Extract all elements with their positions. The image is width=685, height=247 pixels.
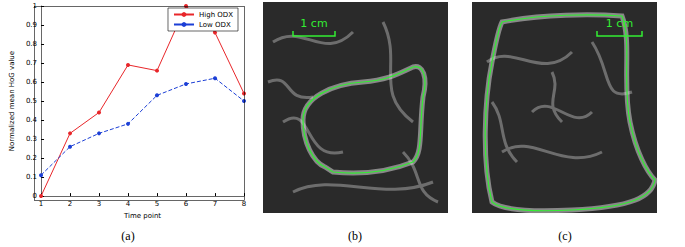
- svg-text:Normalized mean HoG value: Normalized mean HoG value: [8, 51, 16, 151]
- svg-text:0.8: 0.8: [26, 40, 37, 48]
- svg-text:7: 7: [212, 199, 218, 208]
- svg-text:0.2: 0.2: [26, 154, 37, 162]
- svg-text:High ODX: High ODX: [199, 11, 233, 19]
- svg-text:Time point: Time point: [123, 212, 161, 220]
- svg-text:Low ODX: Low ODX: [199, 21, 231, 29]
- svg-text:0.3: 0.3: [26, 135, 37, 143]
- svg-text:1: 1: [38, 199, 44, 208]
- svg-text:0.7: 0.7: [26, 59, 37, 67]
- svg-text:0.9: 0.9: [26, 21, 37, 29]
- svg-text:1 cm: 1 cm: [606, 17, 633, 30]
- svg-text:4: 4: [125, 199, 131, 208]
- svg-text:0.6: 0.6: [26, 78, 38, 86]
- svg-text:(b): (b): [348, 229, 362, 243]
- svg-text:0.5: 0.5: [26, 97, 37, 105]
- svg-text:5: 5: [154, 199, 160, 208]
- svg-text:(a): (a): [121, 229, 134, 243]
- svg-text:0: 0: [32, 192, 37, 201]
- svg-text:0.1: 0.1: [26, 173, 37, 181]
- svg-text:8: 8: [241, 199, 247, 208]
- svg-text:6: 6: [183, 199, 189, 208]
- svg-text:1: 1: [32, 2, 37, 10]
- svg-text:3: 3: [96, 199, 102, 208]
- svg-text:(c): (c): [558, 229, 571, 243]
- svg-text:1 cm: 1 cm: [300, 17, 327, 30]
- svg-text:2: 2: [67, 199, 73, 208]
- svg-text:0.4: 0.4: [26, 116, 38, 124]
